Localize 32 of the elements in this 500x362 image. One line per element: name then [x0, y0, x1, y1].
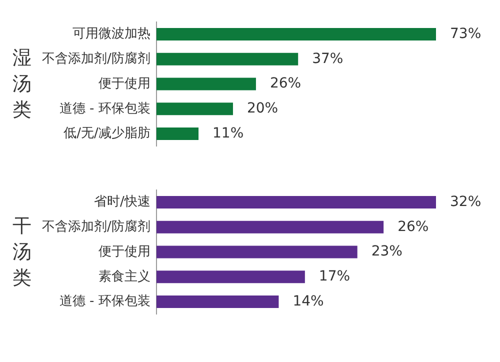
data-label: 32% [450, 194, 482, 210]
bar [156, 128, 199, 140]
bar [156, 196, 436, 208]
data-label: 11% [212, 125, 244, 142]
bar [156, 246, 358, 258]
y-axis-title: 干汤类 [12, 214, 32, 291]
y-tick-label: 便于使用 [98, 76, 150, 92]
bar [156, 28, 436, 40]
bar [156, 220, 384, 234]
bar [156, 270, 305, 284]
bar [156, 78, 256, 90]
bar [156, 52, 298, 66]
data-label: 26% [270, 76, 302, 92]
data-label: 17% [318, 268, 350, 285]
y-tick-label: 道德 - 环保包装 [59, 101, 150, 116]
y-tick-label: 低/无/减少脂肪 [64, 126, 150, 142]
y-tick-label: 不含添加剂/防腐剂 [42, 50, 150, 66]
y-tick-label: 省时/快速 [94, 194, 150, 210]
data-label: 73% [450, 26, 482, 42]
y-tick-label: 便于使用 [98, 244, 150, 260]
y-tick-label: 道德 - 环保包装 [59, 294, 150, 310]
y-tick-label: 不含添加剂/防腐剂 [42, 218, 150, 234]
data-label: 20% [246, 100, 278, 117]
data-label: 14% [292, 293, 324, 310]
y-tick-label: 可用微波加热 [72, 26, 150, 42]
data-label: 37% [312, 50, 344, 67]
bar [156, 102, 233, 116]
data-label: 26% [398, 218, 429, 235]
bar [156, 296, 279, 308]
data-label: 23% [371, 244, 402, 260]
y-tick-label: 素食主义 [98, 268, 150, 284]
y-axis-title: 湿汤类 [12, 46, 32, 123]
